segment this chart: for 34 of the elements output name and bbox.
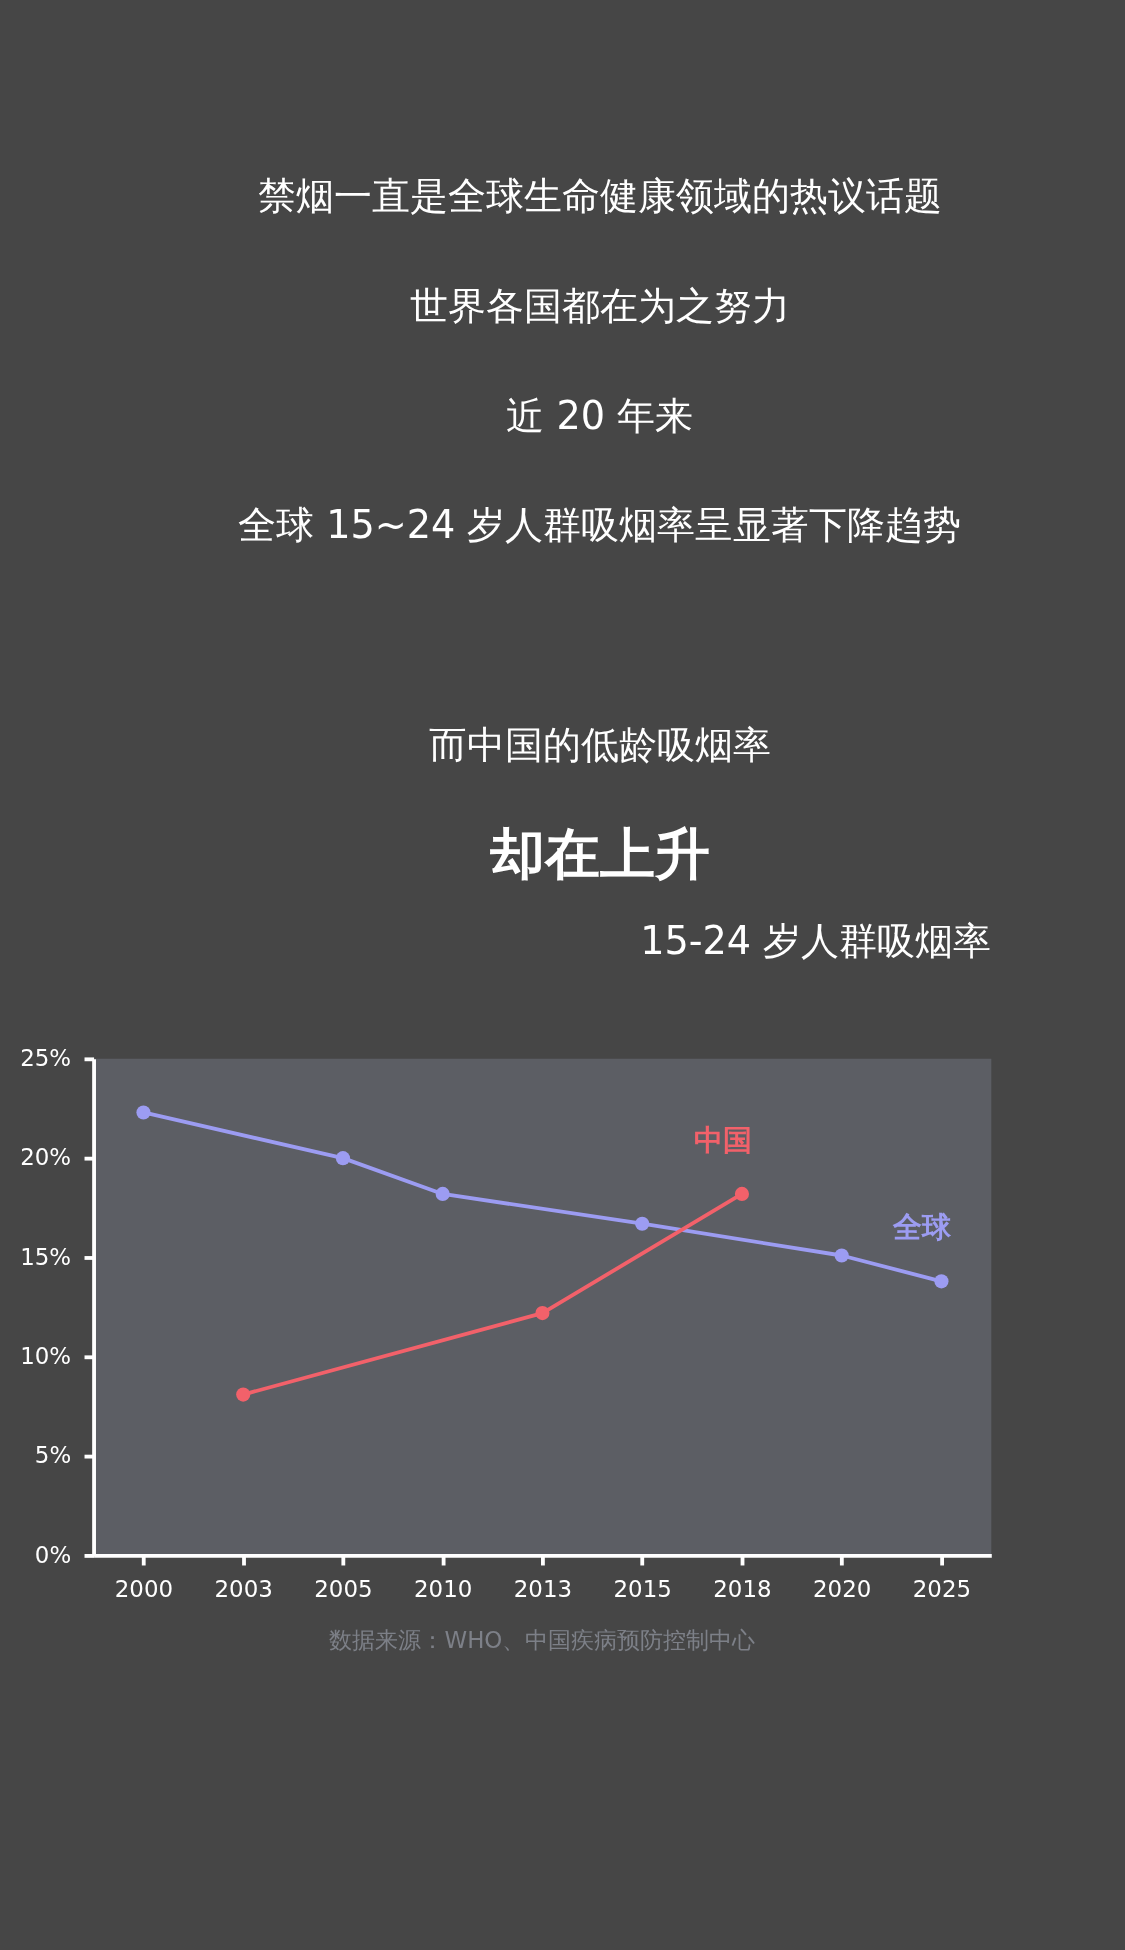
y-tick-label: 20% [20,1144,72,1171]
series-label: 中国 [693,1123,752,1157]
point [136,1105,151,1120]
x-tick-label: 2003 [214,1576,273,1602]
text: 禁烟一直是全球生命健康领域的热议话题 [257,173,942,218]
y-tick-label: 25% [20,1045,72,1072]
y-tick-label: 15% [20,1243,72,1270]
point [635,1216,650,1231]
x-tick-label: 2013 [513,1576,573,1602]
x-tick-label: 2018 [713,1576,772,1602]
x-tick-label: 2025 [912,1576,972,1602]
point [535,1306,550,1321]
point [335,1151,351,1166]
chart-title: 15-24 岁人群吸烟率 [640,918,992,963]
series-label: 全球 [892,1210,953,1245]
text: 近 20 年来 [506,393,694,438]
point [734,1186,750,1201]
x-tick-label: 2005 [314,1576,373,1602]
point [934,1274,949,1289]
point [435,1186,450,1201]
point [236,1387,251,1402]
x-tick-label: 2010 [414,1576,473,1602]
x-tick-label: 2000 [114,1576,174,1602]
y-tick-label: 5% [34,1442,72,1469]
text: 却在上升 [488,821,710,886]
point [834,1248,849,1263]
x-tick-label: 2015 [613,1576,672,1602]
x-tick-label: 2020 [813,1576,872,1602]
text: 世界各国都在为之努力 [409,283,790,328]
y-tick-label: 10% [20,1342,72,1369]
text: 而中国的低龄吸烟率 [428,723,771,768]
source-note: 数据来源：WHO、中国疾病预防控制中心 [329,1627,756,1654]
text: 全球 15~24 岁人群吸烟率呈显著下降趋势 [238,503,962,548]
y-tick-label: 0% [34,1541,72,1568]
